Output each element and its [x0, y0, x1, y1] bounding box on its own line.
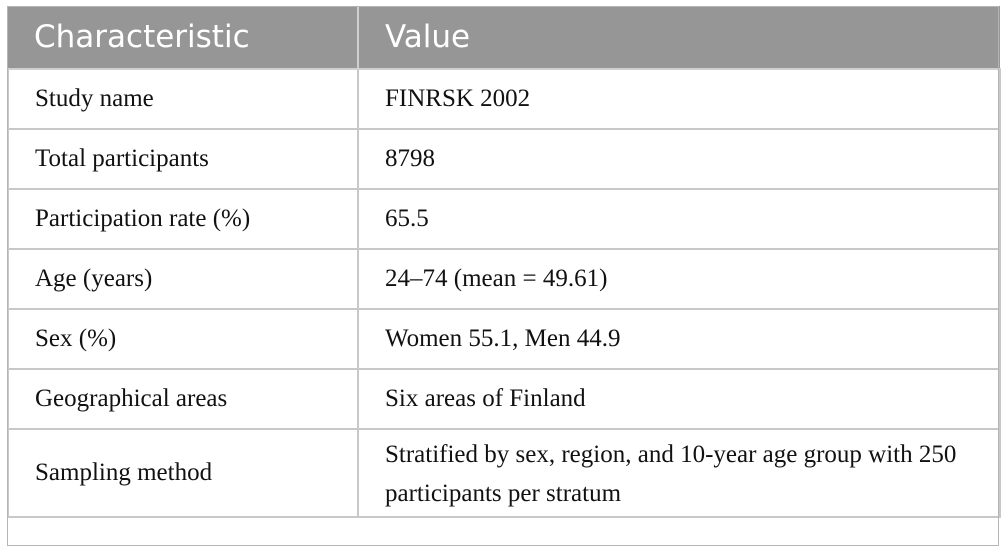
table-row: Study name FINRSK 2002: [7, 68, 1001, 130]
row-value: 24–74 (mean = 49.61): [357, 248, 1001, 310]
row-value: Six areas of Finland: [357, 368, 1001, 430]
table-row: Total participants 8798: [7, 128, 1001, 190]
row-value: 8798: [357, 128, 1001, 190]
row-value: Women 55.1, Men 44.9: [357, 308, 1001, 370]
study-characteristics-table: Characteristic Value Study name FINRSK 2…: [7, 6, 1001, 518]
row-characteristic: Total participants: [7, 128, 359, 190]
table-row: Age (years) 24–74 (mean = 49.61): [7, 248, 1001, 310]
study-characteristics-table-container: Characteristic Value Study name FINRSK 2…: [7, 6, 1001, 518]
row-characteristic: Sex (%): [7, 308, 359, 370]
row-characteristic: Sampling method: [7, 428, 359, 518]
table-row: Sampling method Stratified by sex, regio…: [7, 428, 1001, 518]
row-value: 65.5: [357, 188, 1001, 250]
row-characteristic: Age (years): [7, 248, 359, 310]
row-value: Stratified by sex, region, and 10-year a…: [357, 428, 1001, 518]
row-value: FINRSK 2002: [357, 68, 1001, 130]
table-row: Sex (%) Women 55.1, Men 44.9: [7, 308, 1001, 370]
table-row: Geographical areas Six areas of Finland: [7, 368, 1001, 430]
table-header-row: Characteristic Value: [8, 6, 1000, 70]
table-row: Participation rate (%) 65.5: [7, 188, 1001, 250]
header-characteristic: Characteristic: [8, 6, 359, 70]
row-characteristic: Study name: [7, 68, 359, 130]
header-value: Value: [357, 6, 1000, 70]
row-characteristic: Geographical areas: [7, 368, 359, 430]
row-characteristic: Participation rate (%): [7, 188, 359, 250]
